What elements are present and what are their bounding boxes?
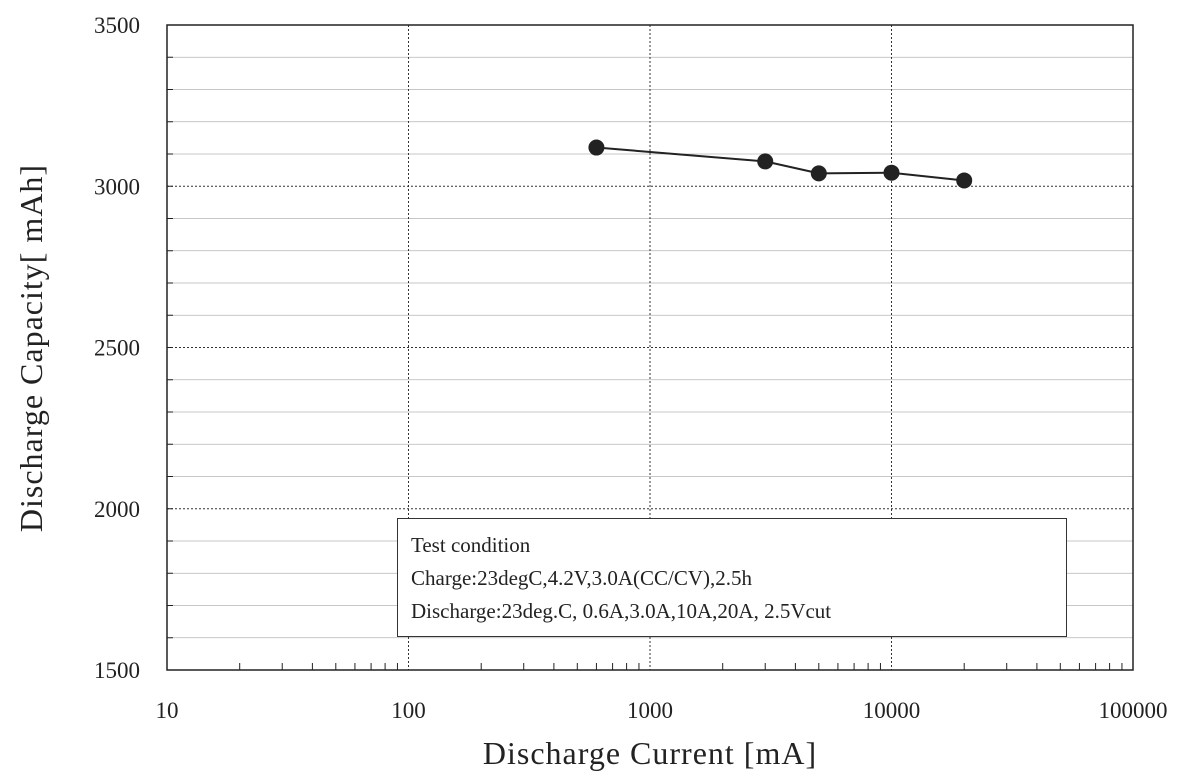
data-point	[956, 172, 973, 189]
y-tick-label: 2000	[94, 497, 140, 522]
plot-frame	[166, 24, 1134, 671]
x-axis-title: Discharge Current [mA]	[483, 735, 817, 771]
y-axis-title: Discharge Capacity[ mAh]	[13, 164, 49, 532]
data-point	[883, 164, 900, 181]
data-point	[810, 165, 827, 182]
y-tick-label: 1500	[94, 658, 140, 683]
y-tick-label: 3500	[94, 13, 140, 38]
tick-labels: 10 100 1000 10000 100000 1500 2000 2500 3000 3500	[94, 13, 1168, 723]
test-condition-annotation: Test condition Charge:23degC,4.2V,3.0A(C…	[397, 518, 1067, 637]
y-tick-label: 3000	[94, 174, 140, 199]
x-tick-label: 1000	[627, 698, 673, 723]
x-tick-label: 10	[156, 698, 179, 723]
x-tick-label: 100	[391, 698, 426, 723]
data-series	[588, 139, 973, 189]
data-point	[757, 153, 774, 170]
x-tick-label: 100000	[1099, 698, 1168, 723]
data-point	[588, 139, 605, 156]
y-tick-label: 2500	[94, 336, 140, 361]
annotation-title: Test condition	[411, 533, 531, 557]
series-line	[596, 146, 965, 182]
annotation-charge: Charge:23degC,4.2V,3.0A(CC/CV),2.5h	[411, 566, 753, 590]
annotation-discharge: Discharge:23deg.C, 0.6A,3.0A,10A,20A, 2.…	[411, 599, 832, 623]
x-tick-label: 10000	[863, 698, 921, 723]
